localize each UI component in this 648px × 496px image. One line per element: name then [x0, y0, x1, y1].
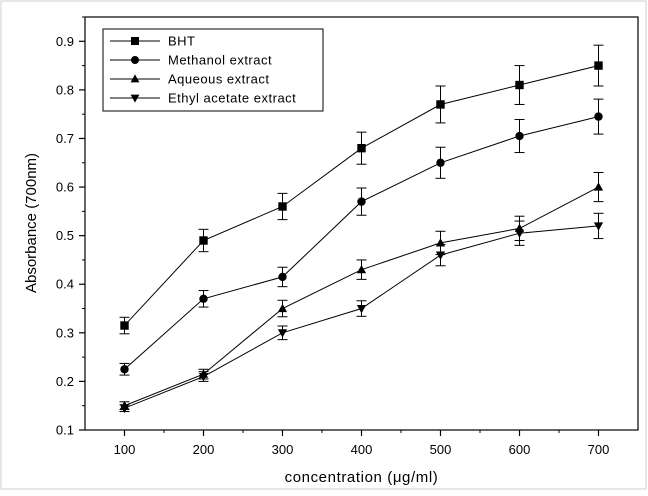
x-tick-label: 400	[351, 442, 373, 457]
legend-entry: Aqueous extract	[110, 72, 269, 87]
data-point	[436, 158, 445, 167]
data-point	[119, 404, 130, 413]
data-point	[199, 236, 208, 245]
y-axis-label: Absorbance (700nm)	[23, 153, 40, 293]
x-tick-label: 100	[114, 442, 136, 457]
x-tick-label: 700	[588, 442, 610, 457]
legend-marker	[130, 74, 140, 83]
legend-entry: Ethyl acetate extract	[110, 91, 296, 106]
legend-label: BHT	[168, 34, 196, 49]
data-point	[436, 100, 445, 109]
series-methanol-extract	[119, 98, 604, 376]
legend-marker	[131, 56, 139, 64]
data-point	[514, 229, 525, 239]
y-tick-label: 0.2	[56, 374, 74, 389]
data-point	[357, 197, 366, 206]
x-tick-label: 500	[430, 442, 452, 457]
x-tick-label: 200	[193, 442, 215, 457]
legend-entry: BHT	[110, 34, 196, 49]
y-tick-label: 0.9	[56, 34, 74, 49]
data-point	[515, 131, 524, 141]
data-point	[435, 251, 446, 260]
data-point	[120, 365, 129, 374]
y-tick-label: 0.5	[56, 228, 74, 243]
legend-marker	[130, 94, 140, 103]
data-point	[278, 202, 287, 211]
y-tick-label: 0.6	[56, 180, 74, 195]
data-point	[593, 182, 604, 191]
legend-label: Methanol extract	[168, 53, 272, 68]
data-point	[357, 143, 366, 153]
x-tick-label: 600	[509, 442, 531, 457]
data-point	[356, 264, 367, 274]
y-tick-label: 0.4	[56, 277, 74, 292]
axes: 100 200 300 400 500 600 700 0.1 0.2 0.3 0.4 0.5 0.6 0…	[56, 16, 610, 457]
legend-label: Aqueous extract	[168, 72, 269, 87]
legend-label: Ethyl acetate extract	[168, 91, 296, 106]
legend-marker	[131, 37, 139, 45]
y-tick-label: 0.8	[56, 82, 74, 97]
data-point	[593, 222, 604, 231]
data-point	[515, 80, 524, 90]
data-point	[277, 329, 288, 338]
legend: BHT Methanol extract Aqueous extract Ethyl …	[102, 28, 324, 112]
series	[119, 44, 604, 413]
legend-box	[102, 28, 324, 112]
y-tick-label: 0.7	[56, 131, 74, 146]
data-point	[120, 321, 129, 330]
series-ethyl-acetate-extract	[119, 212, 604, 413]
data-point	[277, 303, 288, 313]
data-point	[278, 272, 287, 282]
data-point	[594, 61, 603, 70]
data-point	[356, 304, 367, 314]
data-point	[594, 112, 603, 121]
series-bht	[119, 44, 604, 335]
legend-entry: Methanol extract	[110, 53, 272, 68]
data-point	[199, 294, 208, 304]
y-tick-label: 0.3	[56, 325, 74, 340]
x-axis-label: concentration (μg/ml)	[285, 469, 439, 486]
x-tick-label: 300	[272, 442, 294, 457]
y-tick-label: 0.1	[56, 423, 74, 438]
data-point	[198, 372, 209, 382]
